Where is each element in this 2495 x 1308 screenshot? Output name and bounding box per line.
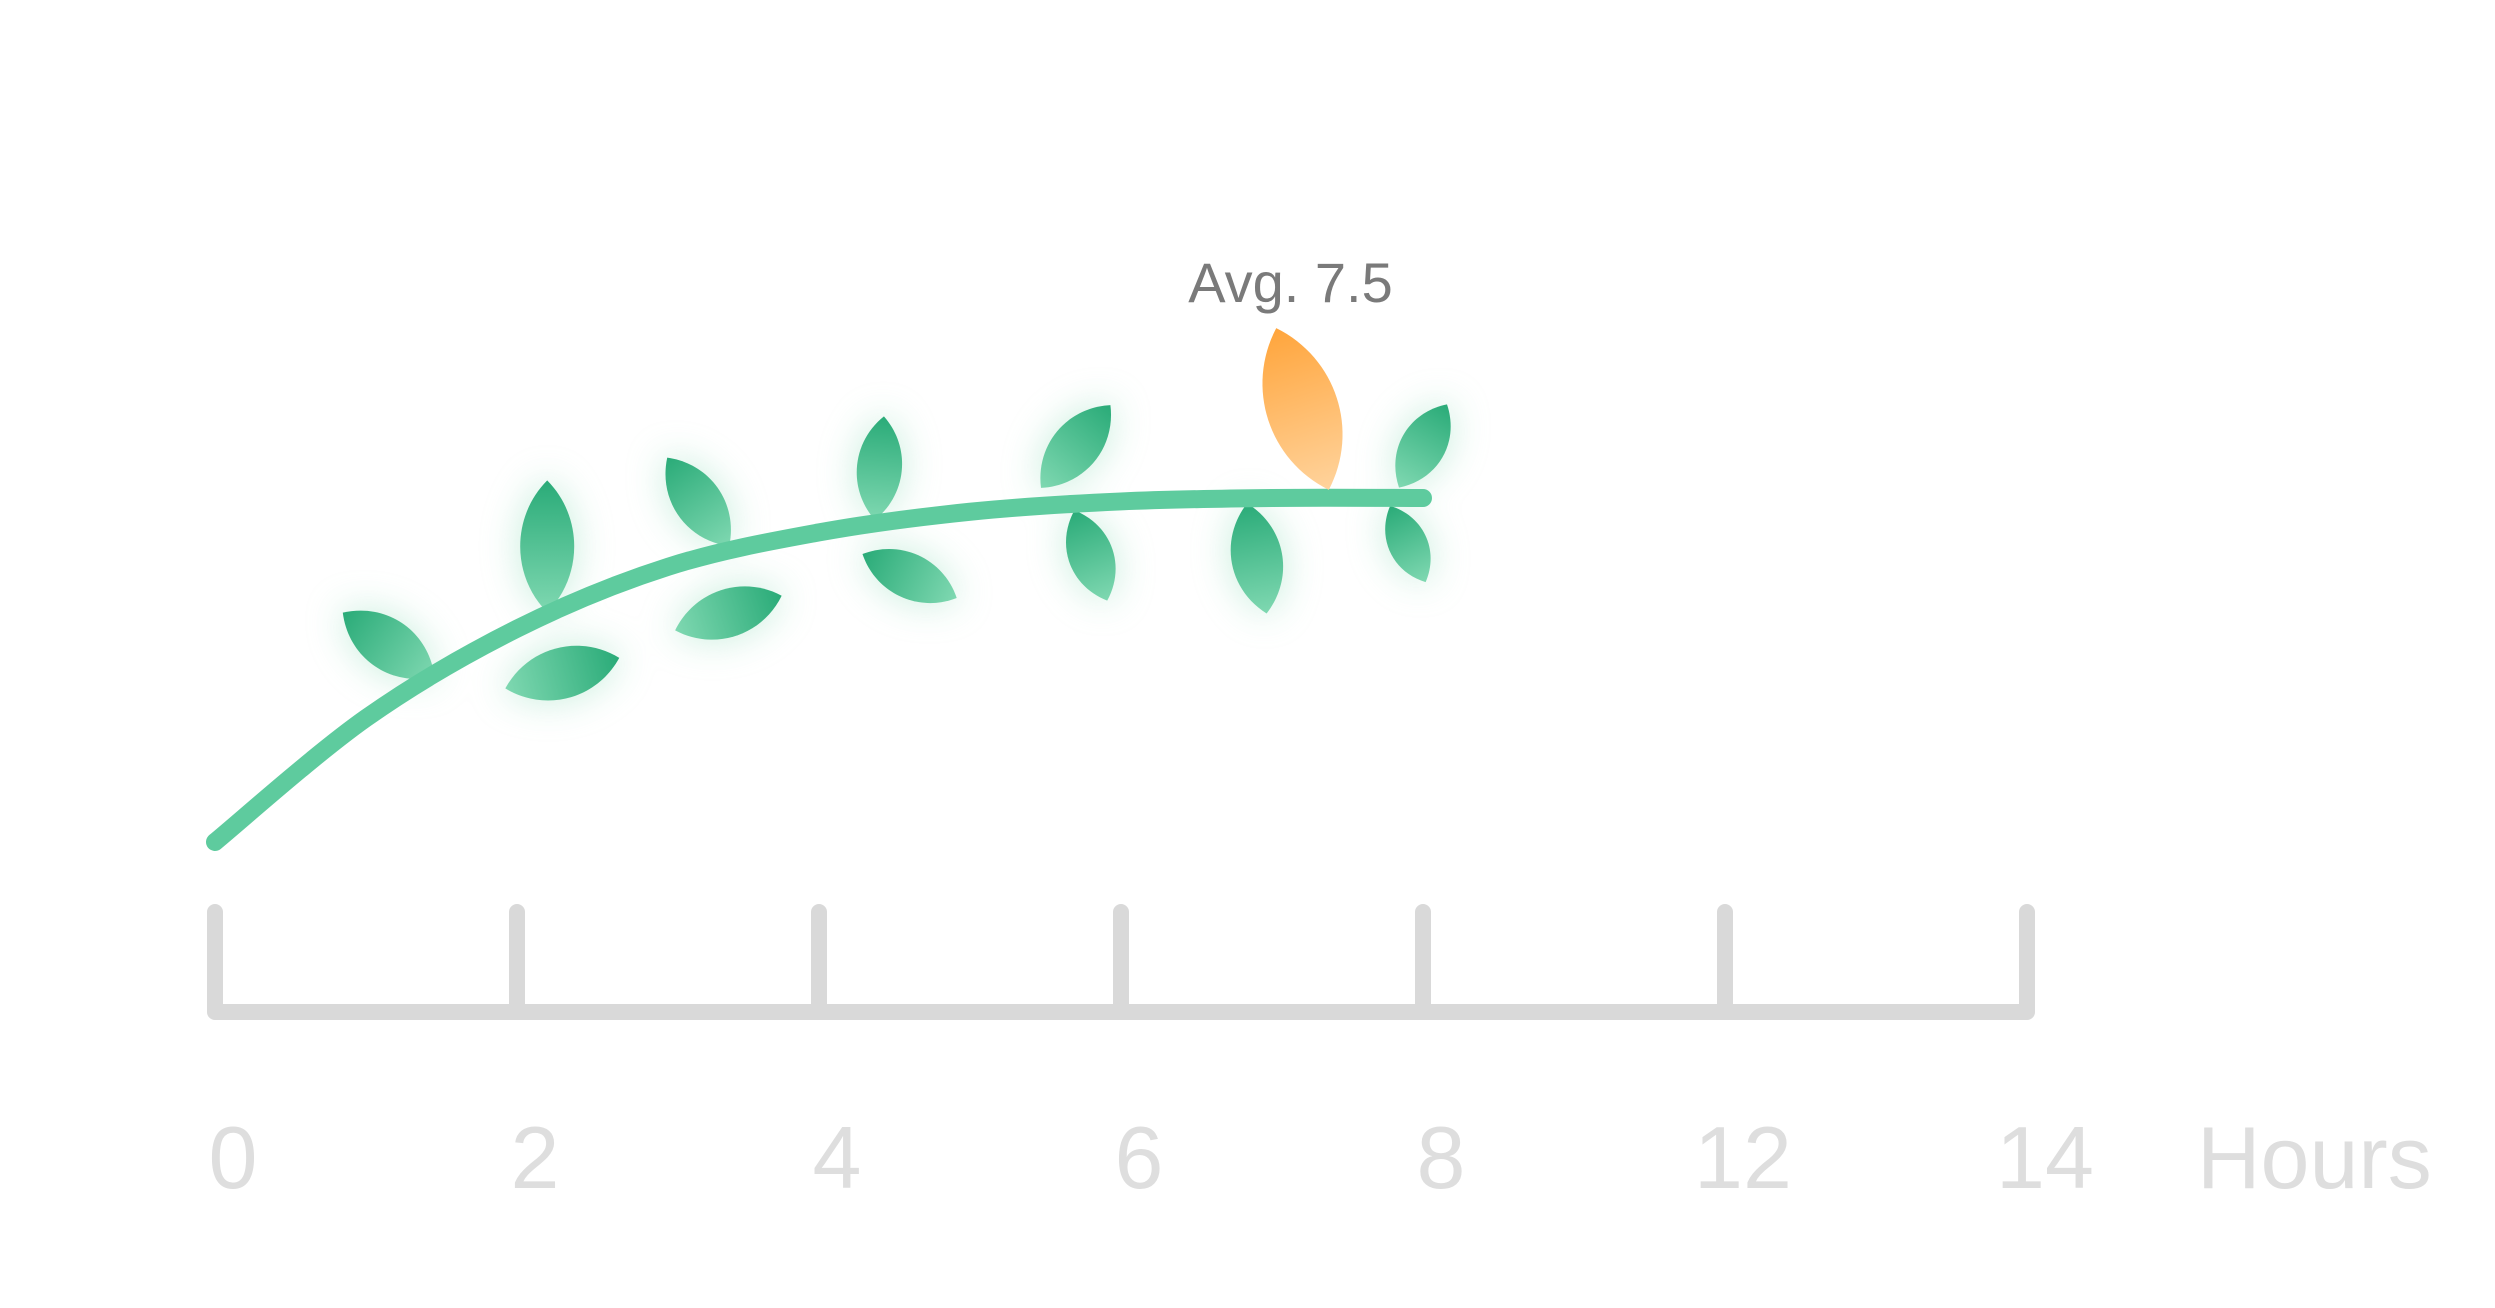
x-axis-tick-label: 14 [1996,1108,2094,1207]
x-axis-tick-label: 6 [1115,1108,1164,1207]
average-label: Avg. 7.5 [1188,251,1392,314]
leaf-mark [862,549,957,604]
leaf-mark [1395,404,1451,488]
average-leaf-icon [1262,328,1343,490]
x-axis-ticks [509,904,1733,1020]
x-axis-tick-label: 12 [1694,1108,1792,1207]
leaf-mark [1066,510,1116,601]
x-axis: 0 2 4 6 8 12 14 Hours [207,904,2432,1207]
leaf-mark [1040,405,1112,488]
leaf-mark [520,480,575,613]
leaf-mark [856,416,903,520]
x-axis-tick-label: 4 [813,1108,862,1207]
x-axis-tick-label: 8 [1417,1108,1466,1207]
leaf-mark [675,586,782,640]
leaf-mark [1385,505,1431,583]
x-axis-tick-labels: 0 2 4 6 8 12 14 [209,1108,2094,1207]
average-marker: Avg. 7.5 [1188,251,1393,490]
leaf-mark [1230,503,1284,614]
x-axis-title: Hours [2197,1108,2432,1207]
x-axis-tick-label: 2 [511,1108,560,1207]
branch-leaves [342,404,1451,701]
leaf-mark [342,610,435,679]
branch-curve [206,488,1432,851]
leaf-mark [665,457,731,547]
x-axis-tick-label: 0 [209,1108,258,1207]
leaf-mark [505,645,620,701]
